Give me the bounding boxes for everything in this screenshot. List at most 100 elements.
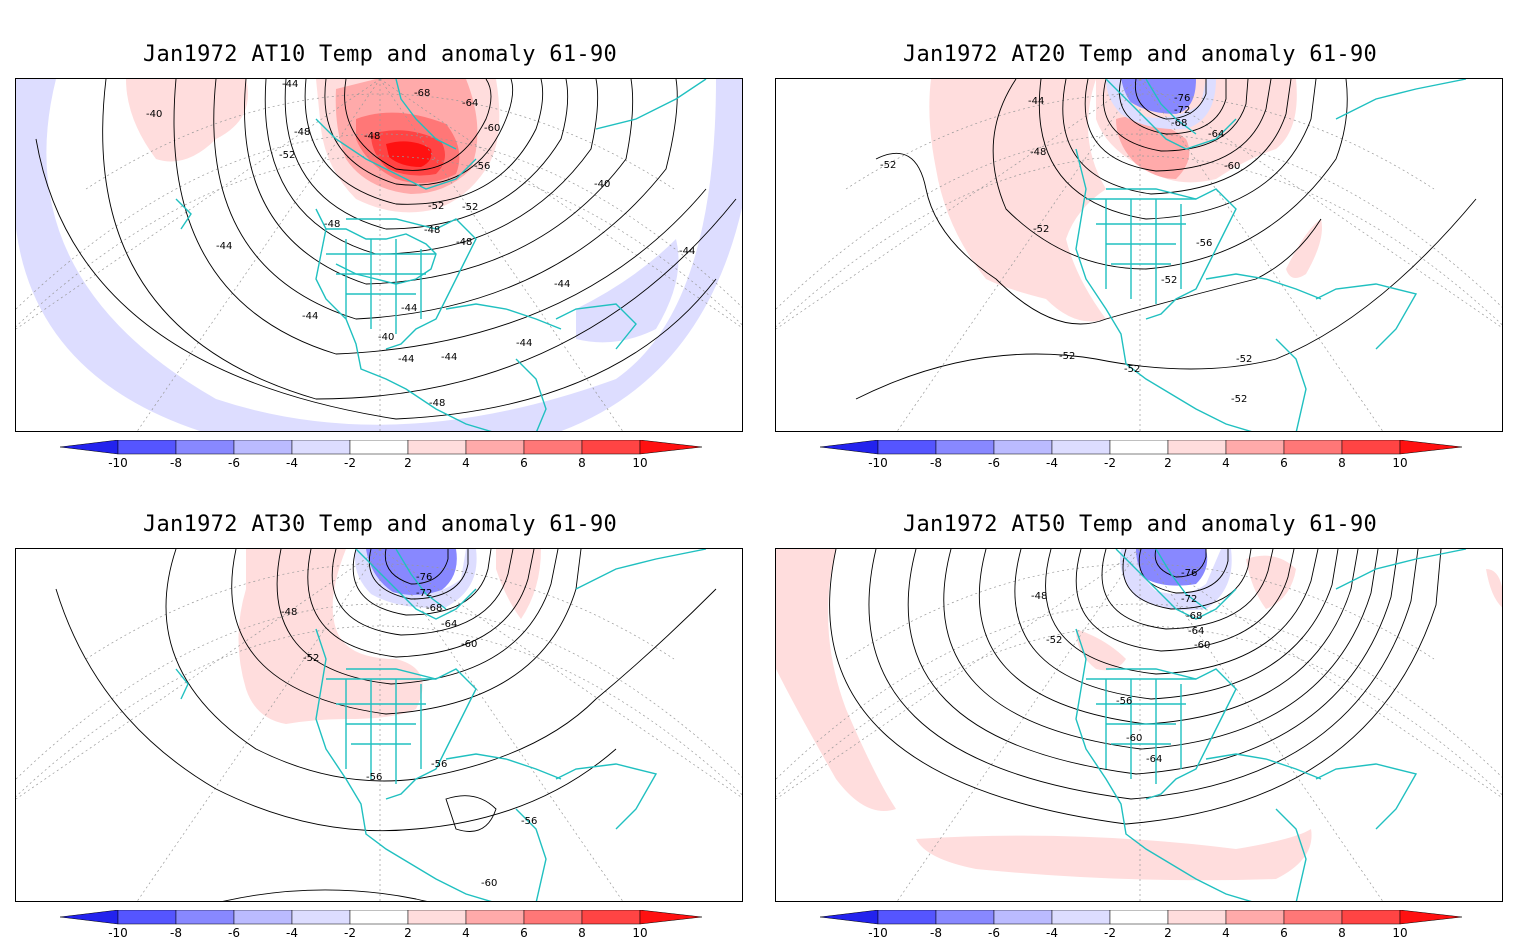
contour-label: -72 (1174, 105, 1190, 116)
colorbar-tick: 2 (404, 926, 412, 940)
anomaly-pos-region (238, 549, 423, 724)
anomaly-pos-region (126, 79, 248, 162)
colorbar-tick: -6 (988, 926, 1000, 940)
colorbar-svg (59, 439, 703, 455)
map-canvas: -68 -64 -60 -56 -52 -52 -48 -48 -48 -52 … (16, 79, 742, 431)
contour-label: -56 (431, 759, 447, 770)
colorbar: -10 -8 -6 -4 -2 2 4 6 8 10 (59, 439, 703, 472)
contour-label: -64 (462, 98, 478, 109)
contour-label: -68 (1171, 118, 1187, 129)
colorbar-tick: -2 (344, 926, 356, 940)
contour-label: -52 (1236, 354, 1252, 365)
colorbar-tick: 6 (1280, 926, 1288, 940)
map-panel-at10: Jan1972 AT10 Temp and anomaly 61-90 (0, 0, 760, 470)
colorbar-tick: 4 (1222, 926, 1230, 940)
contour-label: -60 (481, 878, 497, 889)
panel-title: Jan1972 AT10 Temp and anomaly 61-90 (142, 42, 618, 67)
contour-labels: -68 -64 -60 -56 -52 -52 -48 -48 -48 -52 … (146, 79, 695, 409)
contour-label: -44 (516, 338, 532, 349)
colorbar-svg (819, 439, 1463, 455)
colorbar-tick: 8 (1338, 926, 1346, 940)
map-frame: -76 -72 -68 -64 -60 -48 -52 -56 -60 -64 (775, 548, 1503, 902)
contour-label: -44 (216, 241, 232, 252)
contour-label: -68 (414, 88, 430, 99)
contour-label: -40 (378, 332, 394, 343)
colorbar-tick: -8 (170, 456, 182, 470)
contour-labels: -76 -72 -68 -64 -60 -44 -48 -52 -52 -56 … (880, 93, 1252, 405)
contour-label: -56 (1196, 238, 1212, 249)
contour-label: -76 (1174, 93, 1190, 104)
contour-label: -48 (429, 398, 445, 409)
contour-label: -68 (1186, 611, 1202, 622)
anomaly-pos-region (929, 79, 1106, 322)
panel-title: Jan1972 AT50 Temp and anomaly 61-90 (902, 512, 1378, 537)
contour-label: -48 (1030, 147, 1046, 158)
colorbar-tick: 10 (1392, 926, 1408, 940)
contour-label: -44 (441, 352, 457, 363)
colorbar-tick: -6 (228, 926, 240, 940)
contour-label: -44 (679, 246, 695, 257)
contour-label: -64 (1146, 754, 1162, 765)
colorbar-tick: 4 (462, 456, 470, 470)
coastlines (1075, 549, 1467, 901)
colorbar-tick: -6 (228, 456, 240, 470)
contour-label: -56 (366, 772, 382, 783)
contour-label: -40 (146, 109, 162, 120)
contour-label: -72 (416, 588, 432, 599)
contour-label: -44 (401, 303, 417, 314)
contour-label: -52 (303, 653, 319, 664)
colorbar: -10 -8 -6 -4 -2 2 4 6 8 10 (819, 439, 1463, 472)
colorbar-tick: -8 (170, 926, 182, 940)
contour-label: -60 (461, 639, 477, 650)
contour-label: -48 (424, 225, 440, 236)
contour-label: -48 (281, 607, 297, 618)
contour-label: -48 (364, 131, 380, 142)
colorbar-tick: -2 (344, 456, 356, 470)
colorbar-tick: 10 (1392, 456, 1408, 470)
contour-label: -48 (294, 127, 310, 138)
contour-label: -72 (1181, 594, 1197, 605)
colorbar-tick: -4 (1046, 926, 1058, 940)
colorbar-tick: 8 (1338, 456, 1346, 470)
colorbar-tick: -6 (988, 456, 1000, 470)
map-frame: -68 -64 -60 -56 -52 -52 -48 -48 -48 -52 … (15, 78, 743, 432)
coastlines (1075, 79, 1467, 431)
contour-label: -64 (441, 619, 457, 630)
colorbar-tick: -4 (1046, 456, 1058, 470)
contour-label: -40 (594, 179, 610, 190)
contour-label: -44 (398, 354, 414, 365)
contour-label: -52 (1124, 364, 1140, 375)
contour-label: -52 (1231, 394, 1247, 405)
contour-label: -52 (1033, 224, 1049, 235)
colorbar-tick: 6 (520, 926, 528, 940)
contour-label: -60 (1194, 640, 1210, 651)
contour-label: -44 (302, 311, 318, 322)
contour-label: -52 (1059, 351, 1075, 362)
contour-label: -52 (462, 202, 478, 213)
colorbar-tick: -2 (1104, 926, 1116, 940)
colorbar-tick: 4 (1222, 456, 1230, 470)
panel-title: Jan1972 AT30 Temp and anomaly 61-90 (142, 512, 618, 537)
contour-label: -56 (1116, 696, 1132, 707)
contour-label: -60 (1126, 733, 1142, 744)
contour-labels: -76 -72 -68 -64 -60 -48 -52 -56 -60 -64 (1031, 568, 1210, 765)
contour-label: -52 (1046, 635, 1062, 646)
coastlines (175, 549, 707, 901)
contour-label: -76 (416, 572, 432, 583)
colorbar: -10 -8 -6 -4 -2 2 4 6 8 10 (59, 909, 703, 942)
colorbar-tick: -8 (930, 456, 942, 470)
contour-label: -44 (1028, 96, 1044, 107)
map-panel-at50: Jan1972 AT50 Temp and anomaly 61-90 (760, 470, 1520, 940)
colorbar-tick: 4 (462, 926, 470, 940)
contour-labels: -76 -72 -68 -64 -60 -48 -52 -56 -56 -56 … (281, 572, 537, 889)
colorbar-tick: 2 (404, 456, 412, 470)
colorbar-tick: 8 (578, 926, 586, 940)
map-panel-at20: Jan1972 AT20 Temp and anomaly 61-90 (760, 0, 1520, 470)
colorbar-tick: -10 (108, 456, 128, 470)
panel-title: Jan1972 AT20 Temp and anomaly 61-90 (902, 42, 1378, 67)
colorbar-tick: -4 (286, 456, 298, 470)
map-panel-at30: Jan1972 AT30 Temp and anomaly 61-90 (0, 470, 760, 940)
anomaly-pos-region (776, 549, 896, 811)
colorbar-tick: -8 (930, 926, 942, 940)
colorbar-tick: 8 (578, 456, 586, 470)
